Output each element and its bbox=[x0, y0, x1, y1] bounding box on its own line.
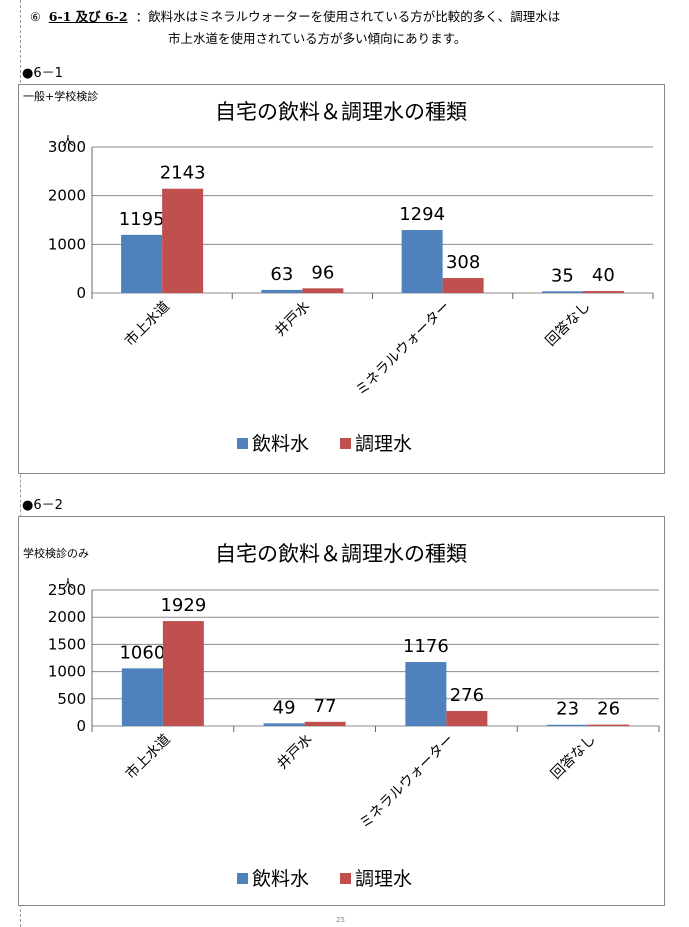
chart-panel-2: 学校検診のみ 自宅の飲料＆調理水の種類 0 500 1000 1500 2000 2500 人 1… bbox=[18, 516, 665, 906]
bar-drinking bbox=[547, 724, 589, 726]
x-tick-label: 回答なし bbox=[547, 731, 599, 783]
data-label: 26 bbox=[597, 699, 620, 720]
bar-cooking bbox=[302, 288, 344, 293]
section-number: ⑥ bbox=[30, 10, 41, 24]
y-tick-label: 3000 bbox=[48, 138, 86, 156]
bar-cooking bbox=[582, 291, 624, 293]
section-header: ⑥ 6-1 及び 6-2 ：飲料水はミネラルウォーターを使用されている方が比較的… bbox=[30, 6, 560, 49]
data-label: 1294 bbox=[399, 204, 445, 225]
page-number: 25 bbox=[336, 916, 345, 924]
x-tick-label: 市上水道 bbox=[121, 298, 173, 350]
corner-label: 一般+学校検診 bbox=[23, 89, 98, 103]
legend-swatch-drinking bbox=[237, 438, 248, 449]
chart-title: 自宅の飲料＆調理水の種類 bbox=[215, 542, 467, 566]
data-label: 96 bbox=[311, 262, 334, 283]
y-tick-label: 2500 bbox=[48, 581, 86, 599]
bar-drinking bbox=[405, 662, 447, 726]
header-text-2: 市上水道を使用されている方が多い傾向にあります。 bbox=[168, 31, 467, 46]
y-tick-label: 2000 bbox=[48, 187, 86, 205]
data-label: 1195 bbox=[119, 209, 165, 230]
data-label: 23 bbox=[556, 699, 579, 720]
y-tick-label: 1500 bbox=[48, 635, 86, 653]
bar-cooking bbox=[162, 188, 204, 293]
data-label: 2143 bbox=[160, 163, 206, 184]
data-label: 40 bbox=[592, 265, 615, 286]
bar-drinking bbox=[401, 230, 443, 293]
bar-cooking bbox=[162, 621, 204, 726]
y-tick-label: 2000 bbox=[48, 608, 86, 626]
data-label: 276 bbox=[450, 685, 484, 706]
legend-swatch-drinking bbox=[237, 873, 248, 884]
bar-cooking bbox=[304, 721, 346, 726]
x-tick-label: ミネラルウォーター bbox=[357, 732, 457, 832]
legend-label: 飲料水 bbox=[252, 868, 309, 890]
header-line-2: 市上水道を使用されている方が多い傾向にあります。 bbox=[30, 28, 560, 49]
header-text-1: ：飲料水はミネラルウォーターを使用されている方が比較的多く、調理水は bbox=[135, 9, 561, 24]
y-tick-label: 0 bbox=[76, 717, 86, 735]
y-tick-label: 1000 bbox=[48, 663, 86, 681]
x-tick-label: 井戸水 bbox=[274, 732, 315, 773]
data-label: 308 bbox=[446, 252, 480, 273]
bar-drinking bbox=[261, 289, 303, 293]
legend-swatch-cooking bbox=[340, 873, 351, 884]
x-tick-label: ミネラルウォーター bbox=[353, 299, 453, 399]
legend-label: 飲料水 bbox=[252, 433, 309, 455]
data-label: 1176 bbox=[403, 636, 449, 657]
bar-drinking bbox=[541, 291, 583, 293]
y-tick-label: 500 bbox=[57, 690, 86, 708]
x-tick-label: 市上水道 bbox=[122, 731, 174, 783]
y-axis-label: 人 bbox=[62, 134, 74, 148]
x-tick-label: 井戸水 bbox=[272, 299, 313, 340]
bar-drinking bbox=[121, 668, 163, 726]
legend-label: 調理水 bbox=[355, 868, 412, 890]
legend-swatch-cooking bbox=[340, 438, 351, 449]
section-label-6-1: ●6－1 bbox=[22, 66, 63, 81]
data-label: 63 bbox=[270, 264, 293, 285]
data-label: 35 bbox=[551, 265, 574, 286]
y-tick-label: 1000 bbox=[48, 235, 86, 253]
data-label: 77 bbox=[314, 696, 337, 717]
data-label: 1929 bbox=[160, 595, 206, 616]
legend-label: 調理水 bbox=[355, 433, 412, 455]
bar-drinking bbox=[121, 234, 163, 293]
bar-cooking bbox=[442, 278, 484, 293]
bar-cooking bbox=[588, 724, 630, 726]
y-tick-label: 0 bbox=[76, 284, 86, 302]
chart-panel-1: 一般+学校検診自宅の飲料＆調理水の種類 0 1000 2000 3000 人 1195 214… bbox=[18, 84, 665, 474]
chart-title: 自宅の飲料＆調理水の種類 bbox=[215, 100, 467, 124]
header-line-1: ⑥ 6-1 及び 6-2 ：飲料水はミネラルウォーターを使用されている方が比較的… bbox=[30, 6, 560, 28]
y-axis-label: 人 bbox=[62, 577, 74, 591]
figure-reference: 6-1 及び 6-2 bbox=[48, 9, 128, 24]
data-label: 1060 bbox=[119, 642, 165, 663]
data-label: 49 bbox=[273, 697, 296, 718]
corner-label: 学校検診のみ bbox=[23, 546, 89, 560]
bar-cooking bbox=[446, 710, 488, 726]
x-tick-label: 回答なし bbox=[542, 298, 594, 350]
section-label-6-2: ●6－2 bbox=[22, 498, 63, 513]
bar-drinking bbox=[263, 723, 305, 726]
